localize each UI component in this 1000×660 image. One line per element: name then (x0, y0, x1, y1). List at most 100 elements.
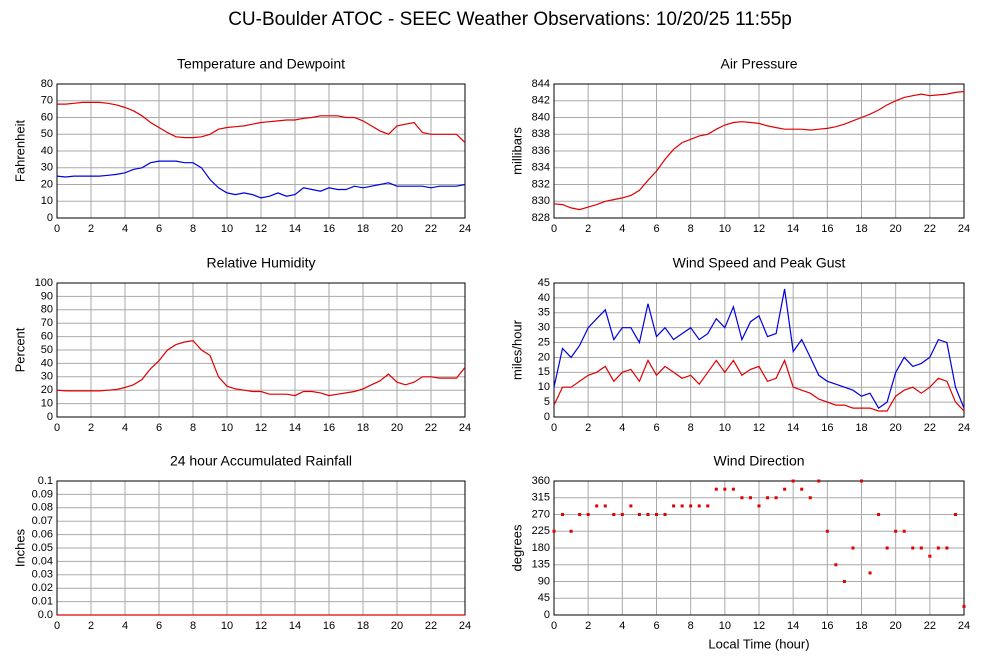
y-axis-label: Fahrenheit (12, 120, 27, 183)
y-tick-label: 180 (532, 542, 550, 554)
x-tick-label: 10 (719, 620, 731, 632)
chart-title: Temperature and Dewpoint (177, 56, 345, 72)
x-tick-label: 24 (958, 620, 970, 632)
y-tick-label: 0.05 (32, 542, 53, 554)
chart-title: Wind Speed and Peak Gust (673, 255, 846, 271)
y-tick-label: 15 (538, 366, 550, 378)
chart-title: Air Pressure (720, 56, 797, 72)
point (714, 487, 718, 491)
y-tick-label: 828 (532, 212, 550, 224)
x-tick-label: 8 (190, 620, 196, 632)
x-tick-label: 24 (958, 223, 970, 235)
y-tick-label: 25 (538, 336, 550, 348)
y-tick-label: 0.04 (32, 555, 53, 567)
plot-frame (56, 83, 466, 219)
y-axis-label: millibars (509, 127, 524, 175)
y-tick-label: 100 (35, 277, 53, 289)
point (851, 546, 855, 550)
x-tick-label: 4 (619, 223, 625, 235)
y-tick-label: 0.06 (32, 529, 53, 541)
x-tick-label: 24 (459, 223, 471, 235)
point (655, 513, 658, 516)
y-tick-label: 40 (41, 357, 53, 369)
x-tick-label: 6 (156, 620, 162, 632)
y-tick-label: 360 (532, 475, 550, 487)
series-line (56, 339, 466, 397)
x-tick-label: 22 (924, 422, 936, 434)
point (936, 546, 940, 550)
y-axis-label: Percent (12, 327, 27, 372)
y-tick-label: 0 (544, 411, 550, 423)
plot-frame (553, 480, 965, 616)
point (689, 504, 693, 508)
x-tick-label: 8 (688, 422, 694, 434)
point (834, 563, 838, 567)
y-axis-label: degrees (509, 524, 524, 571)
y-tick-label: 60 (41, 111, 53, 123)
point (902, 529, 906, 533)
x-tick-label: 2 (88, 620, 94, 632)
series-line (553, 358, 965, 412)
x-tick-label: 6 (156, 422, 162, 434)
y-tick-label: 50 (41, 344, 53, 356)
x-tick-label: 14 (289, 422, 301, 434)
x-tick-label: 14 (787, 422, 799, 434)
x-tick-label: 6 (653, 620, 659, 632)
x-tick-label: 4 (619, 422, 625, 434)
point (646, 513, 650, 516)
y-tick-label: 225 (532, 525, 550, 537)
x-tick-label: 6 (653, 223, 659, 235)
x-tick-label: 16 (323, 620, 335, 632)
y-tick-label: 838 (532, 128, 550, 140)
point (672, 504, 676, 508)
y-tick-label: 10 (538, 381, 550, 393)
point (637, 513, 641, 516)
y-tick-label: 0.03 (32, 569, 53, 581)
x-tick-label: 2 (88, 223, 94, 235)
point (561, 513, 565, 516)
point (586, 513, 590, 516)
x-tick-label: 0 (551, 620, 557, 632)
x-tick-label: 6 (653, 422, 659, 434)
point (612, 513, 616, 516)
y-tick-label: 35 (538, 307, 550, 319)
x-tick-label: 12 (255, 422, 267, 434)
point (629, 504, 633, 508)
point (919, 546, 923, 550)
x-tick-label: 8 (688, 620, 694, 632)
y-tick-label: 60 (41, 331, 53, 343)
x-tick-label: 2 (88, 422, 94, 434)
point (842, 580, 846, 583)
point (697, 504, 701, 508)
x-tick-label: 10 (719, 223, 731, 235)
y-tick-label: 0.01 (32, 596, 53, 608)
y-tick-label: 840 (532, 111, 550, 123)
y-tick-label: 0.1 (38, 475, 53, 487)
point (808, 496, 812, 500)
x-axis-label: Local Time (hour) (708, 636, 809, 651)
y-tick-label: 0 (47, 212, 53, 224)
point (825, 529, 829, 533)
y-axis-label: Inches (12, 528, 27, 567)
x-tick-label: 16 (821, 620, 833, 632)
x-tick-label: 22 (425, 422, 437, 434)
x-tick-label: 14 (787, 620, 799, 632)
x-tick-label: 18 (855, 422, 867, 434)
point (945, 546, 949, 550)
x-tick-label: 22 (425, 620, 437, 632)
point (817, 479, 821, 483)
y-tick-label: 834 (532, 162, 550, 174)
x-tick-label: 10 (221, 620, 233, 632)
x-tick-label: 18 (357, 223, 369, 235)
y-tick-label: 10 (41, 195, 53, 207)
x-tick-label: 6 (156, 223, 162, 235)
page-title: CU-Boulder ATOC - SEEC Weather Observati… (228, 9, 792, 30)
point (578, 513, 582, 516)
y-tick-label: 0.07 (32, 515, 53, 527)
y-tick-label: 30 (41, 371, 53, 383)
y-tick-label: 20 (538, 351, 550, 363)
x-tick-label: 18 (357, 620, 369, 632)
x-tick-label: 24 (459, 620, 471, 632)
point (748, 496, 752, 500)
x-tick-label: 0 (54, 422, 60, 434)
